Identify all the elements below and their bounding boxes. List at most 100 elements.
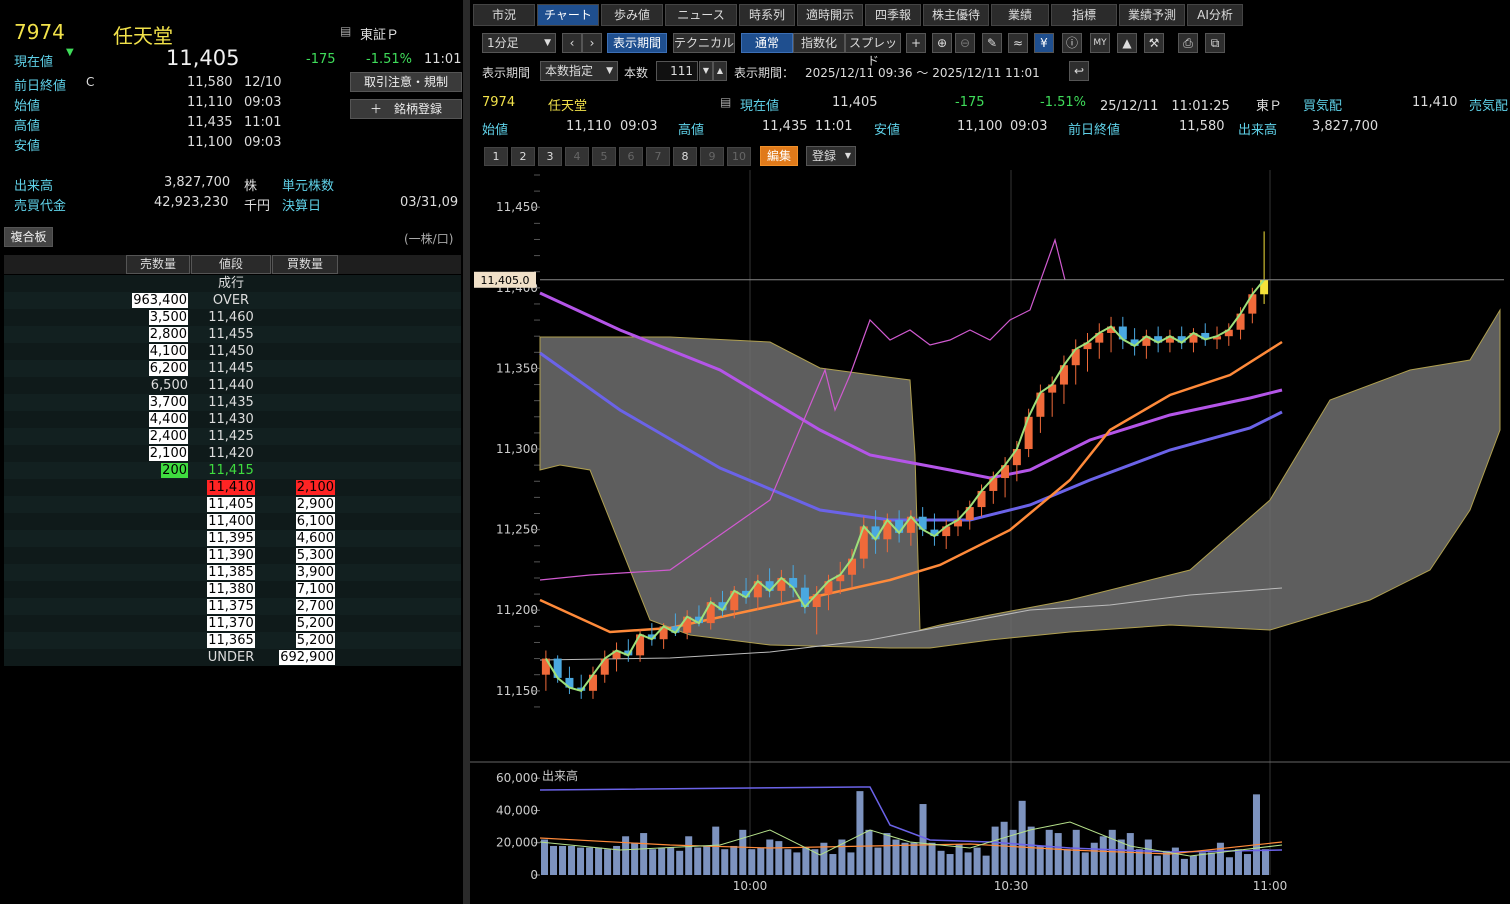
reset-icon[interactable]: ↩ bbox=[1069, 61, 1089, 81]
info-icon[interactable]: ⓘ bbox=[1062, 33, 1082, 53]
tab-10[interactable]: 指標 bbox=[1051, 4, 1117, 26]
book-row[interactable]: 11,410 2,100 bbox=[4, 479, 461, 496]
ask-qty: 2,400 bbox=[148, 429, 188, 444]
popout-icon[interactable]: ⧉ bbox=[1205, 33, 1225, 53]
technical-button[interactable]: テクニカル bbox=[673, 33, 735, 53]
indicator-tab-1[interactable]: 1 bbox=[484, 147, 508, 166]
candle-body bbox=[636, 634, 645, 656]
book-row[interactable]: 3,700 11,435 bbox=[4, 394, 461, 411]
indicator-tab-7[interactable]: 7 bbox=[646, 147, 670, 166]
area-icon[interactable]: ▲ bbox=[1117, 33, 1137, 53]
book-row[interactable]: 11,390 5,300 bbox=[4, 547, 461, 564]
candle-body bbox=[1189, 332, 1198, 343]
tab-12[interactable]: AI分析 bbox=[1187, 4, 1243, 26]
book-row[interactable]: 963,400 OVER bbox=[4, 292, 461, 309]
count-down-icon[interactable]: ▼ bbox=[699, 61, 713, 81]
book-row[interactable]: 2,400 11,425 bbox=[4, 428, 461, 445]
price-tick-label: 11,450 bbox=[496, 200, 538, 214]
volume-bar bbox=[802, 847, 810, 875]
book-row[interactable]: 4,100 11,450 bbox=[4, 343, 461, 360]
book-row[interactable]: 11,400 6,100 bbox=[4, 513, 461, 530]
volume-bar bbox=[631, 842, 639, 875]
edit-button[interactable]: 編集 bbox=[760, 146, 798, 166]
volume-bar bbox=[568, 845, 576, 875]
document-icon[interactable]: ▤ bbox=[340, 24, 352, 38]
candle-body bbox=[694, 616, 703, 624]
book-row[interactable]: 11,375 2,700 bbox=[4, 598, 461, 615]
book-row[interactable]: 3,500 11,460 bbox=[4, 309, 461, 326]
book-row[interactable]: 200 11,415 bbox=[4, 462, 461, 479]
volume-tick-label: 20,000 bbox=[496, 836, 538, 850]
prev-close-label: 前日終値 bbox=[14, 79, 67, 94]
volume-bar bbox=[1144, 839, 1152, 875]
tab-4[interactable]: ニュース bbox=[665, 4, 737, 26]
indicator-tab-8[interactable]: 8 bbox=[673, 147, 697, 166]
spread-button[interactable]: スプレッド bbox=[845, 33, 901, 68]
indicator-tab-5[interactable]: 5 bbox=[592, 147, 616, 166]
period-select[interactable]: 本数指定 ▼ bbox=[540, 61, 618, 81]
price-chart[interactable]: 10:00 10:30 11:0011,45011,40011,35011,3001… bbox=[470, 170, 1510, 904]
book-row[interactable]: 11,380 7,100 bbox=[4, 581, 461, 598]
plus-icon[interactable]: + bbox=[906, 33, 926, 53]
my-icon[interactable]: MY bbox=[1090, 33, 1110, 53]
book-row[interactable]: 11,395 4,600 bbox=[4, 530, 461, 547]
tab-3[interactable]: 歩み値 bbox=[601, 4, 663, 26]
chevron-down-icon: ▼ bbox=[844, 151, 851, 160]
composite-board-tab[interactable]: 複合板 bbox=[4, 227, 53, 247]
wrench-icon[interactable]: ⚒ bbox=[1144, 33, 1164, 53]
normal-button[interactable]: 通常 bbox=[741, 33, 793, 53]
info-high: 11,435 bbox=[762, 119, 808, 134]
candle-body bbox=[1048, 384, 1057, 393]
book-row[interactable]: UNDER 692,900 bbox=[4, 649, 461, 666]
book-row[interactable]: 2,800 11,455 bbox=[4, 326, 461, 343]
chevron-down-icon: ▼ bbox=[544, 38, 551, 48]
trade-notice-button[interactable]: 取引注意・規制 bbox=[350, 72, 462, 92]
count-label: 本数 bbox=[624, 66, 649, 80]
book-row[interactable]: 2,100 11,420 bbox=[4, 445, 461, 462]
indicator-tab-3[interactable]: 3 bbox=[538, 147, 562, 166]
tab-6[interactable]: 適時開示 bbox=[797, 4, 863, 26]
indicator-tab-4[interactable]: 4 bbox=[565, 147, 589, 166]
next-arrow-icon[interactable]: › bbox=[582, 33, 602, 53]
book-row[interactable]: 11,370 5,200 bbox=[4, 615, 461, 632]
document-icon[interactable]: ▤ bbox=[720, 95, 732, 109]
register-stock-button[interactable]: ＋ 銘柄登録 bbox=[350, 99, 462, 119]
book-row[interactable]: 11,365 5,200 bbox=[4, 632, 461, 649]
volume-bar bbox=[1189, 855, 1197, 875]
zoom-out-icon[interactable]: ⊖ bbox=[955, 33, 975, 53]
draw-icon[interactable]: ≈ bbox=[1008, 33, 1028, 53]
book-row[interactable]: 4,400 11,430 bbox=[4, 411, 461, 428]
register-button[interactable]: 登録 ▼ bbox=[806, 146, 856, 166]
indicator-tab-2[interactable]: 2 bbox=[511, 147, 535, 166]
zoom-in-icon[interactable]: ⊕ bbox=[932, 33, 952, 53]
book-row[interactable]: 11,405 2,900 bbox=[4, 496, 461, 513]
tab-1[interactable]: 市況 bbox=[473, 4, 535, 26]
volume-tick-label: 40,000 bbox=[496, 803, 538, 817]
candle-body bbox=[965, 507, 974, 520]
tab-5[interactable]: 時系列 bbox=[739, 4, 795, 26]
book-row[interactable]: 成行 bbox=[4, 275, 461, 292]
volume-bar bbox=[1009, 829, 1017, 875]
tab-9[interactable]: 業績 bbox=[991, 4, 1049, 26]
index-button[interactable]: 指数化 bbox=[793, 33, 845, 53]
yen-icon[interactable]: ¥ bbox=[1034, 33, 1054, 53]
indicator-tab-9[interactable]: 9 bbox=[700, 147, 724, 166]
period-button[interactable]: 表示期間 bbox=[607, 33, 667, 53]
volume-tick-label: 60,000 bbox=[496, 771, 538, 785]
pencil-icon[interactable]: ✎ bbox=[982, 33, 1002, 53]
count-up-icon[interactable]: ▲ bbox=[713, 61, 727, 81]
print-icon[interactable]: ⎙ bbox=[1178, 33, 1198, 53]
interval-select[interactable]: 1分足 ▼ bbox=[482, 33, 556, 53]
tab-2[interactable]: チャート bbox=[537, 4, 599, 26]
indicator-tab-6[interactable]: 6 bbox=[619, 147, 643, 166]
indicator-tab-10[interactable]: 10 bbox=[727, 147, 751, 166]
prev-arrow-icon[interactable]: ‹ bbox=[562, 33, 582, 53]
panel-divider[interactable] bbox=[463, 0, 470, 904]
count-input[interactable]: 111 bbox=[656, 61, 698, 81]
book-row[interactable]: 6,500 11,440 bbox=[4, 377, 461, 394]
tab-7[interactable]: 四季報 bbox=[865, 4, 921, 26]
book-row[interactable]: 11,385 3,900 bbox=[4, 564, 461, 581]
tab-8[interactable]: 株主優待 bbox=[923, 4, 989, 26]
tab-11[interactable]: 業績予測 bbox=[1119, 4, 1185, 26]
book-row[interactable]: 6,200 11,445 bbox=[4, 360, 461, 377]
